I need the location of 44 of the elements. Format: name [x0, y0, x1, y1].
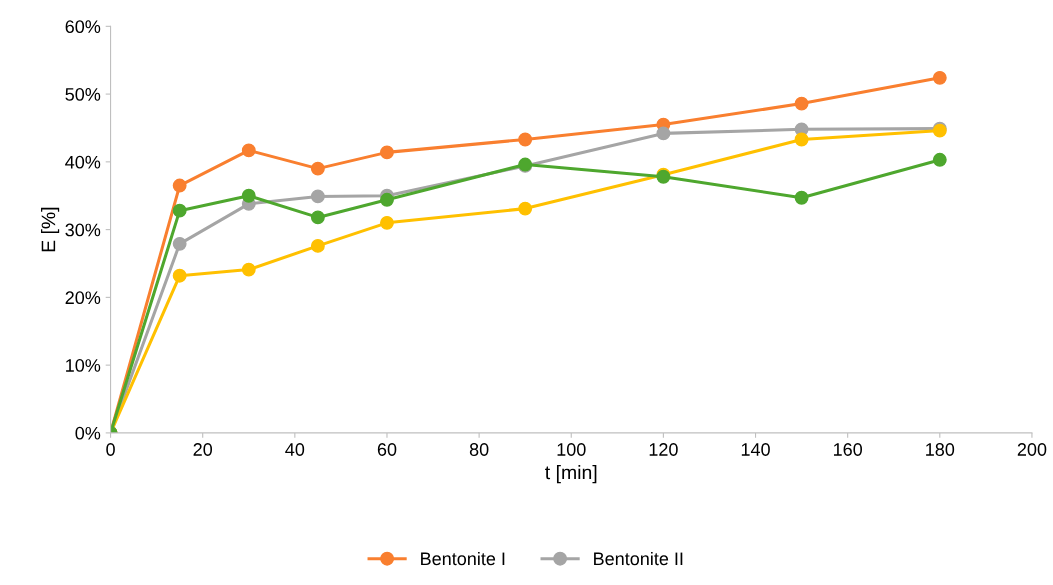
y-axis-title: E [%]	[41, 207, 60, 252]
point	[310, 161, 325, 176]
point	[518, 132, 533, 147]
point	[794, 132, 809, 147]
y-tick-label: 20%	[65, 291, 101, 305]
point	[932, 70, 947, 85]
y-tick-label: 40%	[65, 155, 101, 169]
y-tick-label: 0%	[75, 426, 101, 440]
point	[794, 190, 809, 205]
point	[241, 262, 256, 277]
point	[380, 215, 394, 230]
legend-label: Bentonite I	[421, 551, 505, 566]
x-tick-label: 20	[193, 443, 213, 456]
point	[656, 126, 671, 141]
point	[380, 192, 394, 207]
x-tick-label: 120	[649, 443, 678, 456]
point	[241, 143, 256, 158]
x-tick-label: 40	[285, 443, 305, 456]
x-tick-label: 160	[833, 443, 863, 456]
point	[172, 268, 187, 283]
point	[172, 203, 187, 218]
legend-label: Bentonite II	[594, 551, 683, 566]
x-tick-label: 200	[1017, 443, 1047, 456]
point	[241, 188, 256, 203]
x-axis-title: t [min]	[545, 465, 597, 484]
x-tick-label: 180	[926, 443, 955, 456]
y-tick-label: 60%	[65, 20, 101, 34]
x-tick-label: 100	[557, 443, 586, 456]
point	[794, 96, 809, 111]
y-tick-label: 10%	[66, 359, 101, 372]
point	[380, 145, 394, 160]
x-tick-label: 0	[106, 443, 115, 456]
point	[172, 236, 187, 251]
point	[310, 238, 325, 253]
point	[518, 201, 533, 216]
y-tick-label: 50%	[65, 88, 101, 101]
point	[932, 152, 947, 167]
point	[310, 210, 325, 225]
x-tick-label: 80	[469, 443, 489, 456]
x-tick-label: 60	[377, 443, 397, 456]
point	[172, 178, 187, 193]
point	[310, 189, 325, 204]
y-tick-label: 30%	[65, 223, 101, 237]
x-tick-label: 140	[741, 443, 770, 456]
